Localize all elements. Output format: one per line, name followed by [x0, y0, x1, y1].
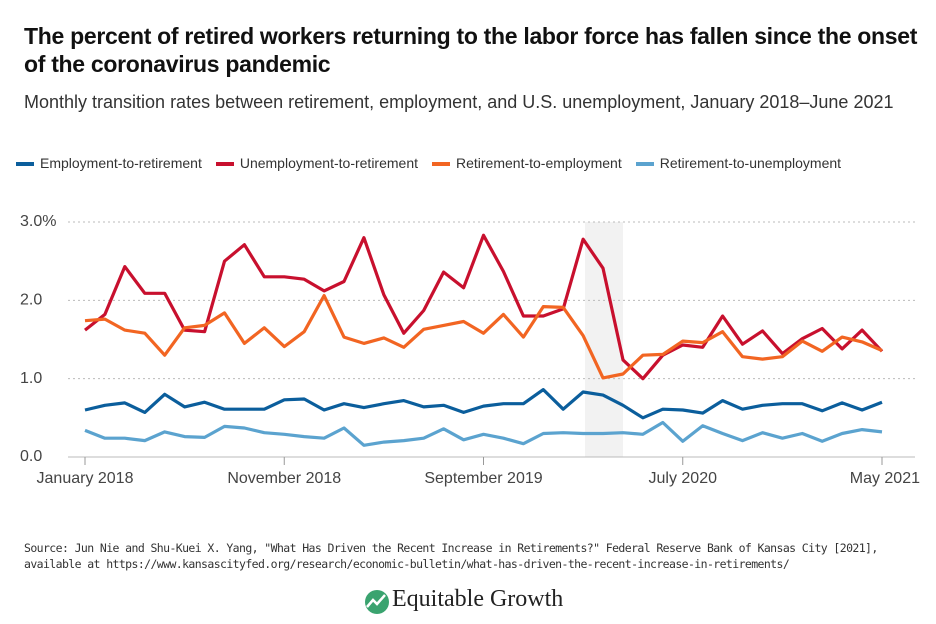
legend-item: Unemployment-to-retirement — [215, 155, 418, 171]
y-tick-label: 0.0 — [20, 448, 42, 465]
series-line — [84, 388, 883, 420]
series-line — [84, 294, 883, 380]
legend-label: Retirement-to-unemployment — [659, 155, 842, 171]
y-tick-label: 2.0 — [20, 292, 42, 309]
legend-swatch — [16, 162, 34, 167]
x-tick-label: September 2019 — [424, 470, 542, 487]
x-tick-label: November 2018 — [227, 470, 341, 487]
y-tick-label: 1.0 — [20, 370, 42, 387]
legend-item: Employment-to-retirement — [16, 155, 202, 171]
x-tick-label: January 2018 — [37, 470, 134, 487]
recession-shade — [585, 222, 623, 457]
y-tick-label: 3.0% — [20, 213, 56, 230]
series-line — [84, 420, 883, 447]
legend: Employment-to-retirement Unemployment-to-… — [16, 155, 855, 171]
legend-item: Retirement-to-unemployment — [635, 155, 842, 171]
chart-subtitle: Monthly transition rates between retirem… — [24, 92, 894, 112]
legend-swatch — [215, 162, 234, 167]
x-tick-label: July 2020 — [649, 470, 718, 487]
legend-swatch — [432, 162, 450, 167]
chart-title: The percent of retired workers returning… — [24, 23, 918, 77]
legend-swatch — [635, 162, 654, 167]
logo-icon — [365, 590, 389, 614]
series-line — [84, 233, 884, 381]
brand: Equitable Growth — [392, 586, 564, 612]
legend-label: Unemployment-to-retirement — [239, 155, 418, 171]
legend-label: Retirement-to-employment — [456, 155, 622, 171]
legend-item: Retirement-to-employment — [432, 155, 622, 171]
legend-label: Employment-to-retirement — [40, 155, 202, 171]
source-note: Source: Jun Nie and Shu-Kuei X. Yang, "W… — [24, 541, 878, 571]
x-tick-label: May 2021 — [850, 470, 920, 487]
